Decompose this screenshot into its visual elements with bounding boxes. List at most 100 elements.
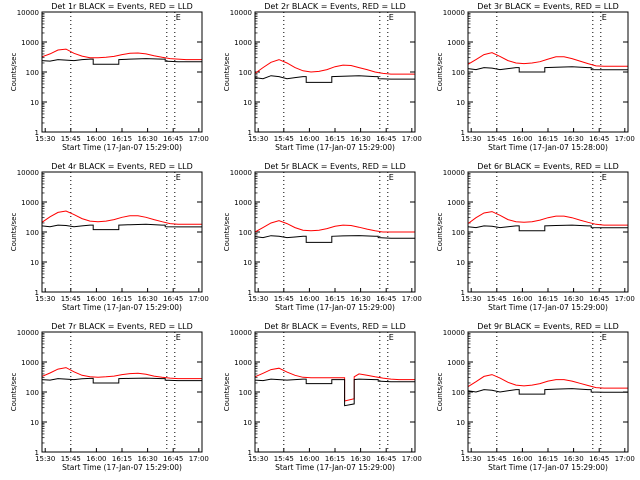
x-tick-label: 16:15: [325, 455, 345, 463]
y-axis-label: Counts/sec: [10, 373, 18, 412]
x-axis-label: Start Time (17-Jan-07 15:29:00): [275, 463, 395, 472]
chart-panel-2: Det 2r BLACK = Events, RED = LLD E 1 10 100 1…: [223, 2, 422, 152]
y-tick-label: 1: [35, 129, 39, 137]
x-tick-label: 16:00: [86, 455, 106, 463]
e-marker-label: E: [602, 333, 607, 342]
y-tick-label: 10: [30, 419, 39, 427]
y-tick-label: 1: [248, 129, 252, 137]
series-line-events: [467, 66, 628, 73]
x-tick-label: 15:30: [35, 295, 55, 303]
y-tick-label: 100: [452, 69, 465, 77]
chart-title: Det 8r BLACK = Events, RED = LLD: [264, 322, 406, 331]
y-tick-label: 1: [461, 129, 465, 137]
x-tick-label: 15:30: [248, 295, 268, 303]
x-tick-label: 16:30: [351, 455, 371, 463]
x-tick-label: 16:45: [163, 295, 183, 303]
x-tick-label: 15:30: [461, 135, 481, 143]
plot-frame: [254, 171, 416, 293]
e-marker-label: E: [602, 173, 607, 182]
y-tick-label: 100: [239, 229, 252, 237]
y-tick-label: 100: [452, 389, 465, 397]
x-tick-label: 15:45: [61, 295, 81, 303]
x-axis-label: Start Time (17-Jan-07 15:29:00): [488, 463, 608, 472]
plot-frame: [254, 11, 416, 133]
series-line-lld: [467, 374, 628, 389]
x-tick-label: 16:00: [299, 135, 319, 143]
y-tick-label: 10: [456, 99, 465, 107]
y-tick-label: 10000: [17, 329, 39, 337]
x-tick-label: 16:00: [86, 295, 106, 303]
x-tick-label: 16:30: [564, 455, 584, 463]
x-tick-label: 16:15: [325, 295, 345, 303]
plot-frame: [41, 11, 203, 133]
x-tick-label: 16:00: [512, 295, 532, 303]
x-tick-label: 15:30: [248, 455, 268, 463]
x-tick-label: 16:15: [112, 135, 132, 143]
y-tick-label: 10000: [443, 9, 465, 17]
series-line-events: [254, 75, 415, 83]
plot-frame: [41, 171, 203, 293]
chart-panel-6: Det 6r BLACK = Events, RED = LLD E 1 10 100 1…: [436, 162, 635, 312]
chart-title: Det 7r BLACK = Events, RED = LLD: [51, 322, 193, 331]
x-tick-label: 16:45: [589, 295, 609, 303]
y-tick-label: 100: [239, 69, 252, 77]
chart-title: Det 4r BLACK = Events, RED = LLD: [51, 162, 193, 171]
y-tick-label: 1000: [234, 39, 252, 47]
series-line-events: [41, 58, 202, 65]
y-tick-label: 10000: [230, 9, 252, 17]
series-line-lld: [41, 210, 202, 225]
x-tick-label: 16:00: [512, 135, 532, 143]
y-tick-label: 10: [243, 259, 252, 267]
x-tick-label: 15:30: [248, 135, 268, 143]
x-tick-label: 16:00: [512, 455, 532, 463]
chart-panel-3: Det 3r BLACK = Events, RED = LLD E 1 10 100 1…: [436, 2, 635, 152]
x-tick-label: 15:30: [461, 295, 481, 303]
series-line-lld: [41, 48, 202, 61]
chart-panel-7: Det 7r BLACK = Events, RED = LLD E 1 10 100 1…: [10, 322, 209, 472]
y-tick-label: 10: [456, 419, 465, 427]
x-tick-label: 16:45: [376, 455, 396, 463]
x-tick-label: 16:15: [538, 295, 558, 303]
plot-frame: [41, 331, 203, 453]
y-tick-label: 100: [26, 389, 39, 397]
y-axis-label: Counts/sec: [436, 53, 444, 92]
x-tick-label: 17:00: [189, 135, 209, 143]
x-axis-label: Start Time (17-Jan-07 15:29:00): [62, 143, 182, 152]
series-line-lld: [254, 367, 415, 402]
plot-frame: [467, 171, 629, 293]
x-tick-label: 15:30: [35, 455, 55, 463]
x-tick-label: 16:30: [351, 295, 371, 303]
chart-panel-5: Det 5r BLACK = Events, RED = LLD E 1 10 100 1…: [223, 162, 422, 312]
y-tick-label: 1000: [234, 359, 252, 367]
e-marker-label: E: [176, 173, 181, 182]
x-tick-label: 15:45: [487, 455, 507, 463]
x-tick-label: 16:15: [538, 455, 558, 463]
x-tick-label: 17:00: [402, 455, 422, 463]
x-tick-label: 16:00: [299, 455, 319, 463]
series-line-events: [467, 224, 628, 232]
x-tick-label: 15:30: [35, 135, 55, 143]
y-tick-label: 10: [30, 259, 39, 267]
series-line-events: [41, 223, 202, 231]
y-tick-label: 1: [248, 289, 252, 297]
series-line-events: [254, 378, 415, 407]
y-tick-label: 10000: [17, 9, 39, 17]
e-marker-label: E: [602, 13, 607, 22]
x-tick-label: 15:45: [61, 135, 81, 143]
e-marker-label: E: [389, 333, 394, 342]
y-tick-label: 100: [239, 389, 252, 397]
x-axis-label: Start Time (17-Jan-07 15:29:00): [62, 463, 182, 472]
y-tick-label: 10000: [17, 169, 39, 177]
x-tick-label: 17:00: [615, 295, 635, 303]
y-tick-label: 1000: [447, 359, 465, 367]
x-tick-label: 17:00: [615, 135, 635, 143]
x-tick-label: 16:45: [589, 455, 609, 463]
y-tick-label: 1000: [447, 199, 465, 207]
y-tick-label: 10000: [443, 329, 465, 337]
y-axis-label: Counts/sec: [223, 213, 231, 252]
series-line-events: [467, 388, 628, 395]
x-tick-label: 17:00: [189, 455, 209, 463]
y-tick-label: 100: [452, 229, 465, 237]
y-tick-label: 100: [26, 69, 39, 77]
